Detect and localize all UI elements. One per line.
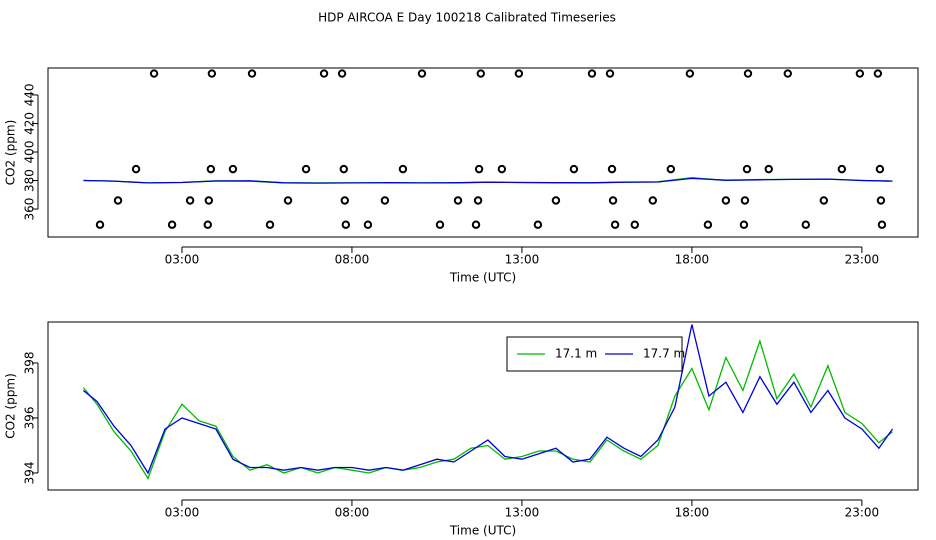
y-tick-label: 360 (23, 198, 37, 221)
calibration-point (607, 164, 617, 174)
x-tick-label: 03:00 (165, 253, 200, 267)
calibration-point (453, 196, 463, 205)
calibration-point (474, 164, 484, 174)
x-tick-label: 08:00 (335, 253, 370, 267)
calibration-point (341, 220, 351, 229)
calibration-point (185, 196, 195, 205)
y-tick-label: 400 (23, 141, 37, 164)
x-tick-label: 08:00 (335, 506, 370, 520)
calibration-point (742, 164, 752, 174)
calibration-point (783, 69, 792, 78)
calibration-point (610, 220, 620, 229)
y-axis-label: CO2 (ppm) (4, 120, 18, 186)
calibration-point (569, 164, 579, 174)
y-tick-label: 396 (23, 407, 37, 430)
calibration-point (204, 196, 214, 205)
x-tick-label: 23:00 (845, 253, 880, 267)
x-tick-label: 18:00 (675, 253, 710, 267)
calibration-point (167, 220, 177, 229)
calibration-point (648, 196, 658, 205)
calibration-point (819, 196, 829, 205)
calibration-point (875, 164, 885, 174)
calibration-point (149, 69, 159, 78)
calibration-point (739, 220, 749, 229)
calibration-point (497, 164, 507, 174)
calibration-point (721, 196, 731, 205)
calibration-point (587, 69, 597, 78)
calibration-point (417, 69, 427, 78)
plot-frame (47, 67, 919, 238)
calibration-point (207, 69, 217, 78)
calibration-point (533, 220, 543, 229)
y-axis-label: CO2 (ppm) (4, 373, 18, 439)
calibration-point (339, 164, 348, 174)
calibration-point (95, 220, 105, 229)
calibration-point (319, 69, 329, 78)
calibration-point (301, 164, 311, 174)
calibration-point (740, 196, 750, 205)
plot-frame (47, 321, 919, 491)
x-tick-label: 03:00 (165, 506, 200, 520)
calibration-point (228, 164, 238, 174)
data-line (83, 177, 893, 184)
calibration-point (605, 69, 615, 78)
calibration-point (131, 164, 141, 174)
calibration-point (703, 220, 713, 229)
data-line (82, 324, 894, 475)
calibration-point (764, 164, 773, 174)
x-axis-label: Time (UTC) (449, 524, 516, 538)
legend-label: 17.7 m (643, 347, 685, 361)
calibration-point (876, 196, 886, 205)
calibration-point (340, 196, 349, 205)
calibration-point (265, 220, 275, 229)
calibration-point (337, 69, 347, 78)
calibration-point (743, 69, 753, 78)
x-tick-label: 13:00 (505, 506, 540, 520)
calibration-point (471, 220, 481, 229)
y-tick-label: 398 (23, 352, 37, 375)
x-tick-label: 23:00 (845, 506, 880, 520)
x-tick-label: 13:00 (505, 253, 540, 267)
calibration-point (514, 69, 524, 78)
calibration-point (247, 69, 257, 78)
calibration-point (398, 164, 408, 174)
calibration-point (203, 220, 212, 229)
calibration-point (801, 220, 811, 229)
data-line (82, 338, 893, 480)
calibration-point (837, 164, 847, 174)
calibration-point (473, 196, 483, 205)
legend-label: 17.1 m (555, 347, 597, 361)
calibration-point (283, 196, 293, 205)
calibration-point (476, 69, 485, 78)
x-tick-label: 18:00 (675, 506, 710, 520)
y-tick-label: 380 (23, 169, 37, 192)
calibration-point (877, 220, 887, 229)
calibration-point (113, 196, 123, 205)
calibration-point (855, 69, 865, 78)
y-tick-label: 394 (23, 461, 37, 484)
calibration-point (435, 220, 445, 229)
calibration-point (630, 220, 639, 229)
calibration-point (685, 69, 695, 78)
calibration-point (551, 196, 561, 205)
calibration-point (363, 220, 373, 229)
y-tick-label: 440 (23, 84, 37, 107)
y-tick-label: 420 (23, 112, 37, 135)
calibration-point (608, 196, 618, 205)
calibration-point (206, 164, 216, 174)
calibration-point (666, 164, 676, 174)
calibration-point (380, 196, 390, 205)
x-axis-label: Time (UTC) (449, 271, 516, 285)
chart-title: HDP AIRCOA E Day 100218 Calibrated Times… (318, 11, 616, 25)
calibration-point (873, 69, 883, 78)
